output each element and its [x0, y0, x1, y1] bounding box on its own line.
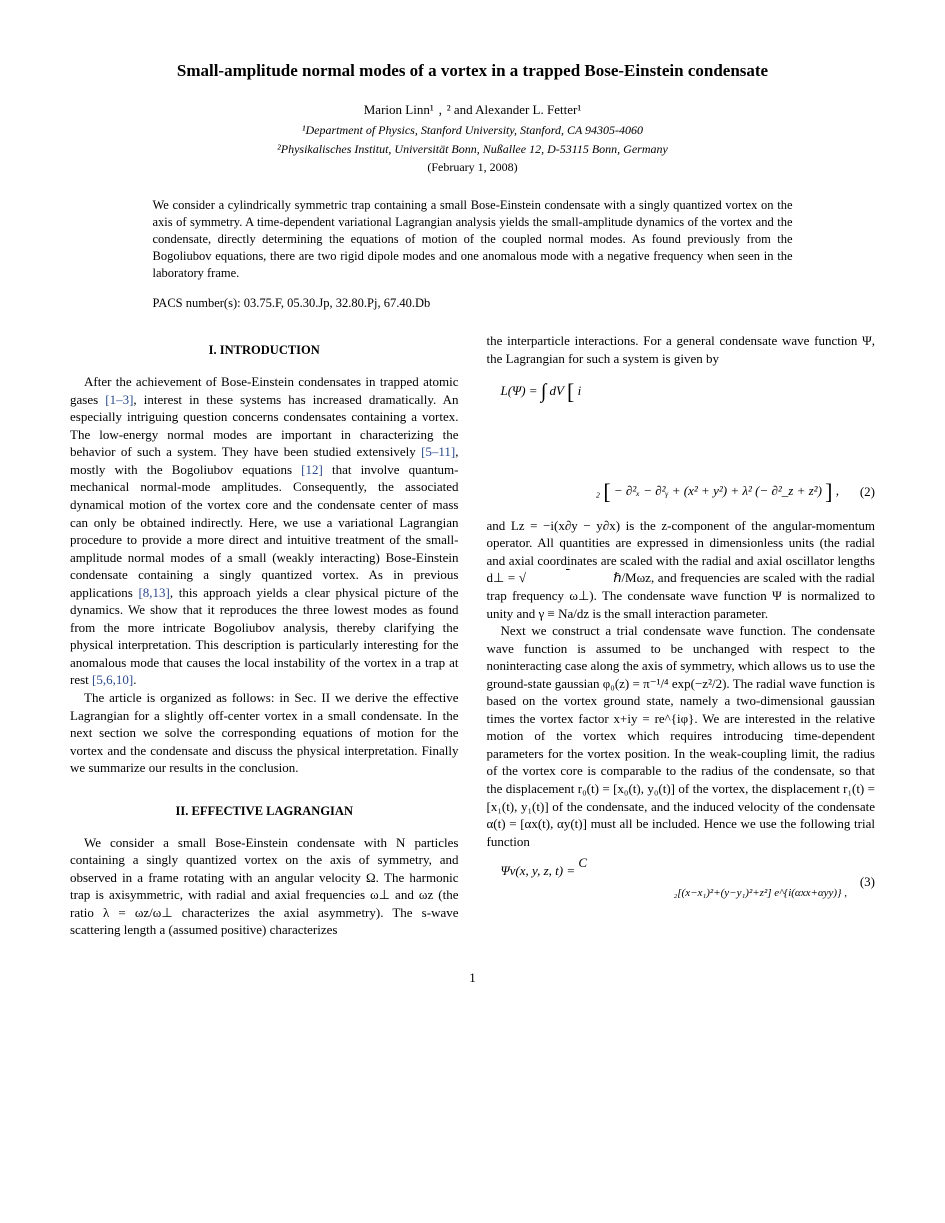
- two-column-body: I. INTRODUCTION After the achievement of…: [70, 332, 875, 939]
- citation-link[interactable]: [8,13]: [138, 585, 169, 600]
- section2-paragraph-3: Next we construct a trial condensate wav…: [487, 622, 876, 850]
- equation-2: ₂ [ − ∂²ₓ − ∂²ᵧ + (x² + y²) + λ² (− ∂²_z…: [487, 477, 876, 507]
- section-2-heading: II. EFFECTIVE LAGRANGIAN: [70, 803, 459, 820]
- section2-continued: the interparticle interactions. For a ge…: [487, 332, 876, 367]
- pacs-numbers: PACS number(s): 03.75.F, 05.30.Jp, 32.80…: [153, 295, 793, 312]
- equation-number: (2): [847, 483, 875, 501]
- intro-paragraph-2: The article is organized as follows: in …: [70, 689, 459, 777]
- equation-3: Ψv(x, y, z, t) = C ₂[(x−x₁)²+(y−y₁)²+z²]…: [487, 862, 876, 900]
- left-column: I. INTRODUCTION After the achievement of…: [70, 332, 459, 939]
- equation-1: L(Ψ) = ∫ dV [ i: [487, 377, 876, 407]
- right-column: the interparticle interactions. For a ge…: [487, 332, 876, 939]
- date: (February 1, 2008): [70, 159, 875, 175]
- citation-link[interactable]: [1–3]: [105, 392, 133, 407]
- affiliation-1: ¹Department of Physics, Stanford Univers…: [70, 122, 875, 138]
- citation-link[interactable]: [5–11]: [421, 444, 455, 459]
- section2-paragraph-1: We consider a small Bose-Einstein conden…: [70, 834, 459, 939]
- citation-link[interactable]: [12]: [301, 462, 323, 477]
- abstract: We consider a cylindrically symmetric tr…: [153, 197, 793, 281]
- section2-paragraph-2: and Lz = −i(x∂y − y∂x) is the z-componen…: [487, 517, 876, 622]
- affiliation-2: ²Physikalisches Institut, Universität Bo…: [70, 141, 875, 157]
- equation-number: (3): [847, 873, 875, 891]
- intro-paragraph-1: After the achievement of Bose-Einstein c…: [70, 373, 459, 689]
- page-number: 1: [70, 969, 875, 987]
- section-1-heading: I. INTRODUCTION: [70, 342, 459, 359]
- citation-link[interactable]: [5,6,10]: [92, 672, 133, 687]
- paper-title: Small-amplitude normal modes of a vortex…: [70, 60, 875, 83]
- authors: Marion Linn¹﹐² and Alexander L. Fetter¹: [70, 101, 875, 119]
